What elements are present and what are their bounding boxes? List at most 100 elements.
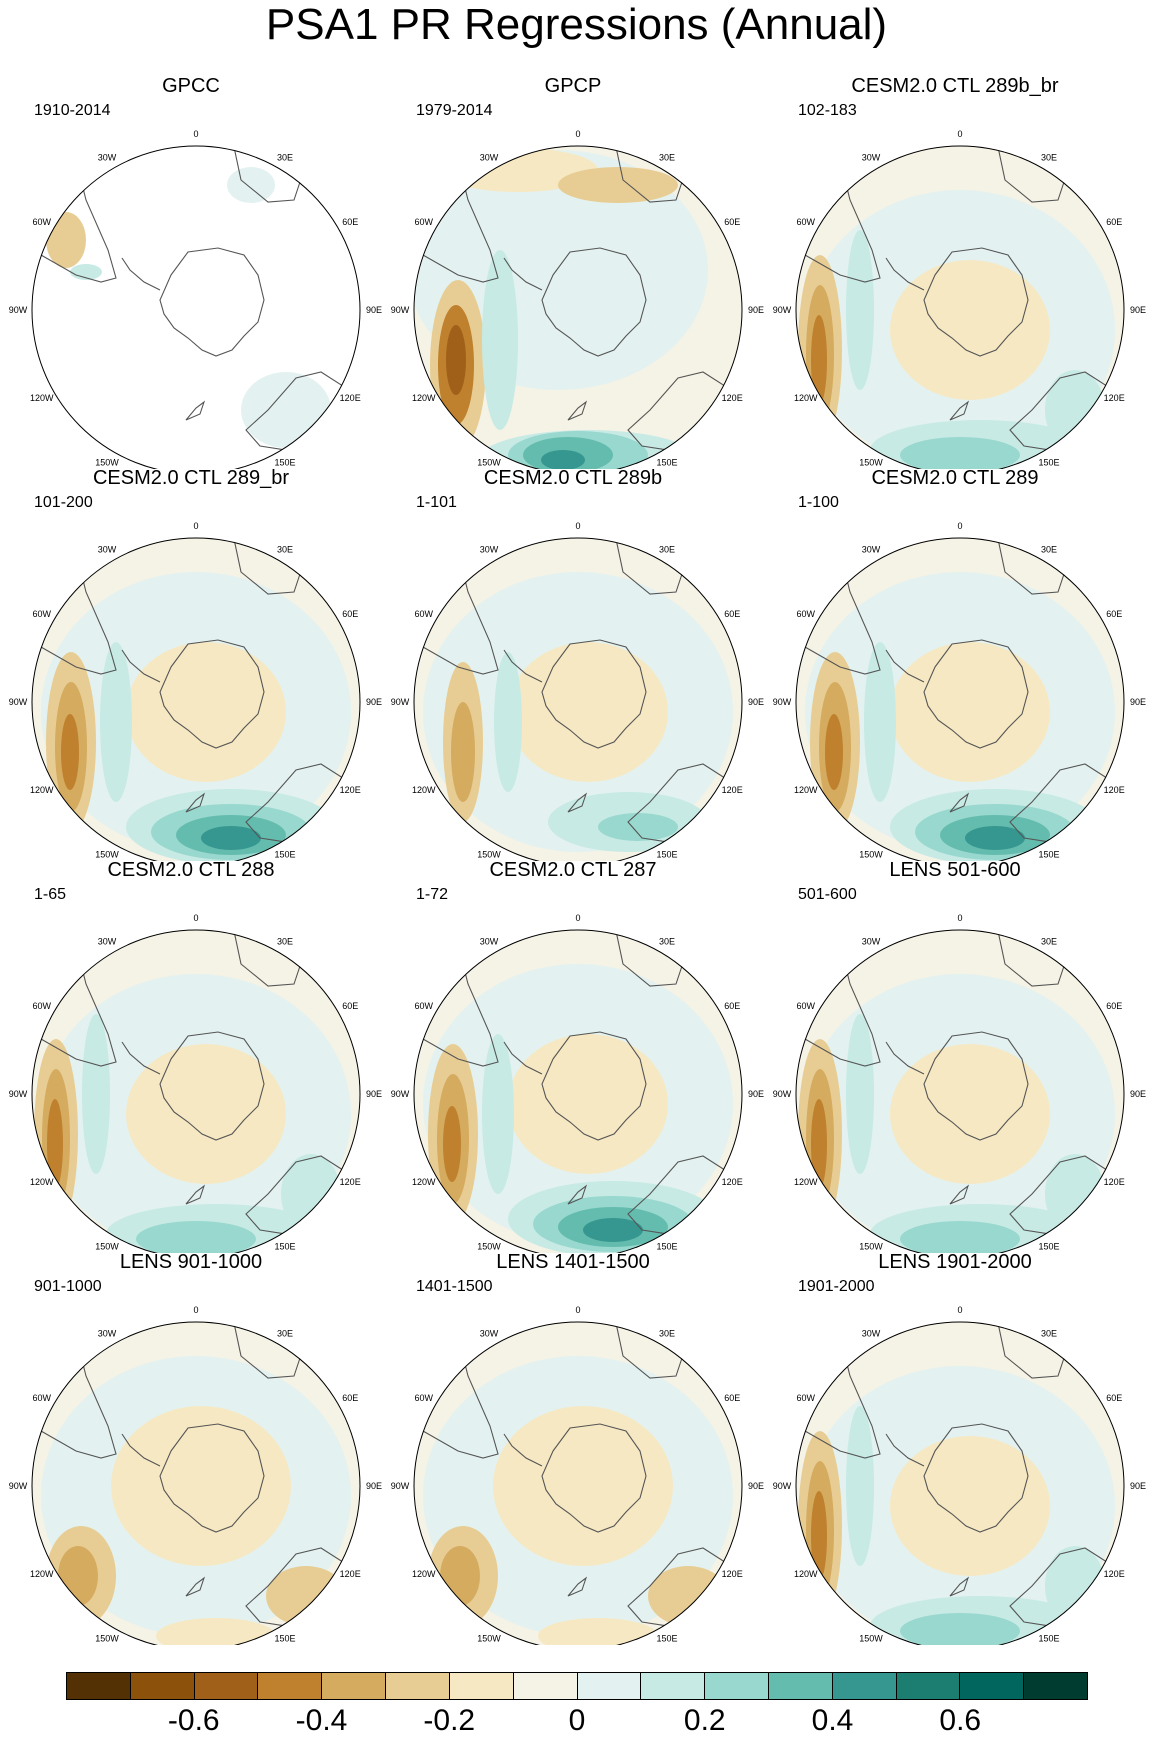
longitude-label: 0 [575,129,580,139]
longitude-label: 0 [193,521,198,531]
longitude-label: 120W [30,1177,54,1187]
precip-contour-region [126,642,286,782]
map-panel: GPCP030E60E90E120E150E180150W120W90W60W3… [382,74,764,469]
longitude-label: 90E [748,1481,764,1491]
longitude-label: 150W [95,457,119,467]
colorbar-box [449,1673,514,1699]
map-panel: LENS 501-600030E60E90E120E150E180150W120… [764,858,1146,1253]
south-america-coastline [804,551,881,675]
longitude-label: 30W [862,1329,881,1339]
longitude-label: 90E [1130,1089,1146,1099]
longitude-label: 90E [1130,697,1146,707]
peninsula-coastline [121,649,161,683]
longitude-label: 60W [33,217,52,227]
longitude-label: 90W [773,697,792,707]
precip-contour-region [890,1436,1050,1576]
precip-contour-region [227,167,275,203]
colorbar-box [67,1673,131,1699]
longitude-label: 30E [1041,1329,1057,1339]
longitude-label: 30E [277,1329,293,1339]
antarctica-coastline [541,247,647,357]
longitude-label: 150W [477,1633,501,1643]
new-zealand-coastline [949,1576,970,1597]
africa-coastline [997,146,1065,203]
longitude-label: 150E [274,849,295,859]
precip-contour-region [58,1546,98,1606]
longitude-label: 30E [659,545,675,555]
map-panel: CESM2.0 CTL 289_br030E60E90E120E150E1801… [0,466,382,861]
polar-map: 030E60E90E120E150E180150W120W90W60W30W [773,1305,1146,1645]
map-boundary [413,537,743,861]
longitude-label: 150E [274,1241,295,1251]
africa-coastline [233,1322,301,1379]
antarctica-coastline [923,247,1029,357]
precip-contour-region [136,1221,256,1253]
antarctica-coastline [923,1423,1029,1533]
longitude-label: 90W [773,1481,792,1491]
longitude-label: 120W [412,1177,436,1187]
new-zealand-coastline [567,1576,588,1597]
longitude-label: 120E [722,393,743,403]
panel-period: 1401-1500 [416,1278,493,1295]
africa-coastline [615,146,683,203]
longitude-label: 120E [1104,1177,1125,1187]
polar-map: 030E60E90E120E150E180150W120W90W60W30W [773,129,1146,469]
new-zealand-coastline [185,792,206,813]
longitude-label: 120W [412,785,436,795]
colorbar-box [194,1673,259,1699]
longitude-label: 150W [859,457,883,467]
antarctica-coastline [159,639,265,749]
longitude-label: 120W [794,1177,818,1187]
antarctica-coastline [159,1031,265,1141]
map-panel: CESM2.0 CTL 289b030E60E90E120E150E180150… [382,466,764,861]
map-panel: CESM2.0 CTL 289b_br030E60E90E120E150E180… [764,74,1146,469]
colorbar-box [386,1673,450,1699]
precip-contour-region [598,813,678,841]
map-boundary [31,537,361,861]
longitude-label: 150W [477,849,501,859]
colorbar-tick-label: 0 [568,1704,586,1737]
longitude-label: 60W [33,1393,52,1403]
longitude-label: 90W [9,697,28,707]
panel-period: 102-183 [798,102,857,119]
precip-contour-region [811,315,827,405]
panel-period: 1-101 [416,494,457,511]
longitude-label: 60W [797,1001,816,1011]
longitude-label: 90W [9,305,28,315]
new-zealand-coastline [185,1576,206,1597]
panel-period: 1-72 [416,886,449,903]
longitude-label: 60E [342,217,358,227]
longitude-label: 150W [95,1633,119,1643]
colorbar-box [832,1673,897,1699]
south-america-coastline [40,159,117,283]
new-zealand-coastline [185,1184,206,1205]
longitude-label: 60W [797,1393,816,1403]
longitude-label: 60E [724,1001,740,1011]
precip-contour-region [811,1099,827,1189]
south-america-coastline [804,1335,881,1459]
panel-period: 901-1000 [34,1278,102,1295]
longitude-label: 150E [1038,457,1059,467]
longitude-label: 0 [193,129,198,139]
longitude-label: 90E [366,1481,382,1491]
longitude-label: 60W [415,217,434,227]
precip-contour-region [281,1154,341,1234]
panel-title: CESM2.0 CTL 289_br [92,467,289,489]
longitude-label: 90E [1130,305,1146,315]
colorbar-box [130,1673,195,1699]
longitude-label: 60W [415,1393,434,1403]
south-america-coastline [804,943,881,1067]
new-zealand-coastline [185,400,206,421]
panel-period: 101-200 [34,494,93,511]
colorbar-tick-label: -0.2 [423,1704,476,1737]
precip-contour-region [900,437,1020,469]
longitude-label: 150E [656,1633,677,1643]
antarctica-coastline [159,1423,265,1533]
antarctica-coastline [923,639,1029,749]
precip-contour-region [443,1106,461,1182]
panel-title: CESM2.0 CTL 289b [483,467,663,489]
colorbar-box [577,1673,642,1699]
colorbar-box [768,1673,833,1699]
longitude-label: 90W [391,1481,410,1491]
africa-coastline [997,930,1065,987]
